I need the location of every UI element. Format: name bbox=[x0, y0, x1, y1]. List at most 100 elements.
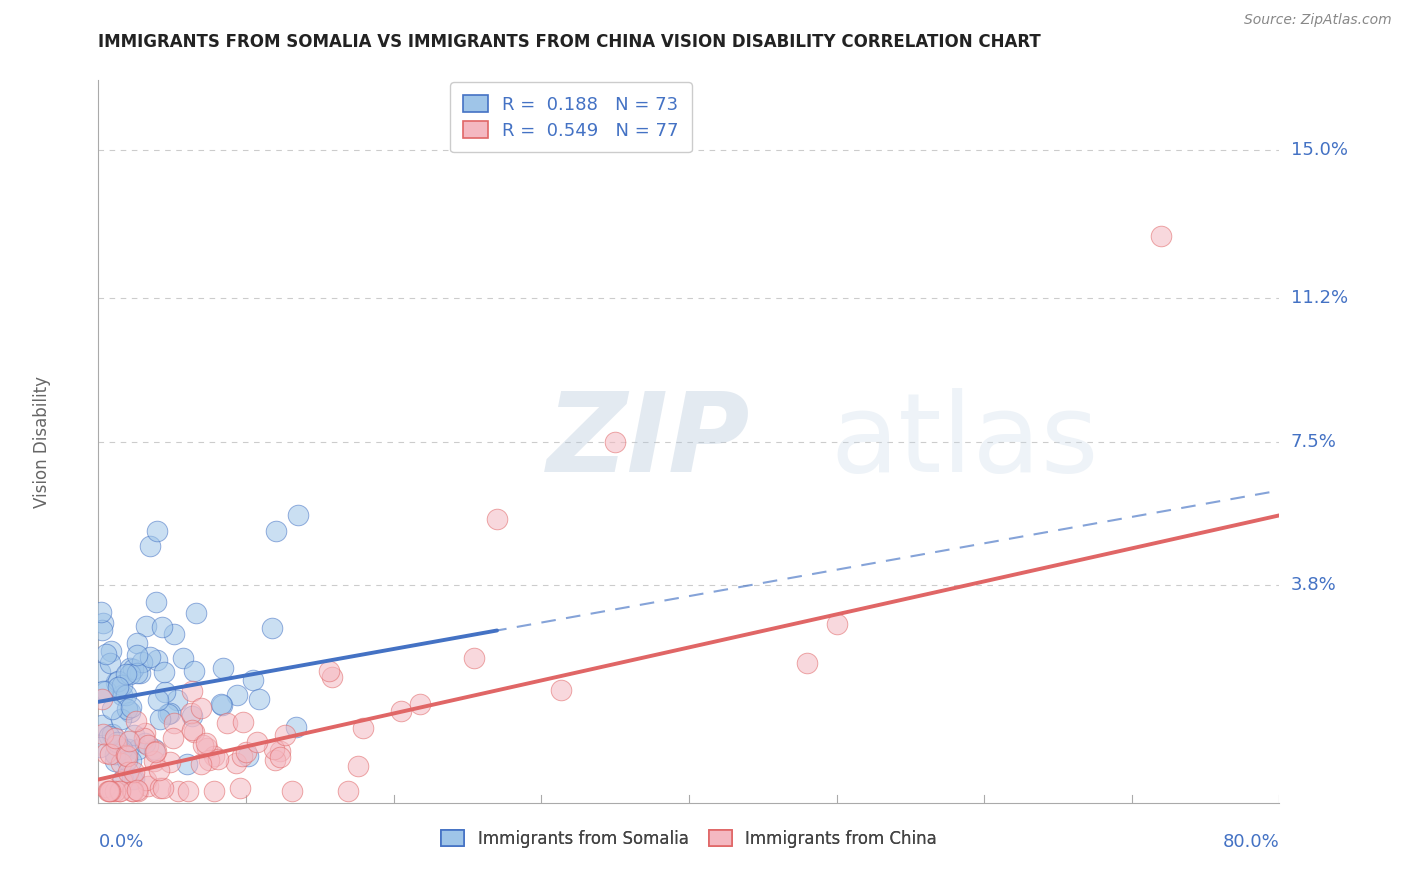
Point bbox=[143, 754, 166, 768]
Point bbox=[91, 718, 114, 732]
Point bbox=[143, 745, 166, 759]
Point bbox=[796, 656, 818, 670]
Point bbox=[177, 784, 200, 798]
Point bbox=[194, 736, 217, 750]
Point bbox=[97, 729, 120, 743]
Point bbox=[149, 780, 172, 795]
Point bbox=[122, 765, 145, 780]
Point bbox=[125, 648, 148, 662]
Text: Vision Disability: Vision Disability bbox=[32, 376, 51, 508]
Point bbox=[89, 740, 111, 755]
Point bbox=[103, 754, 125, 768]
Text: Source: ZipAtlas.com: Source: ZipAtlas.com bbox=[1244, 13, 1392, 28]
Point bbox=[409, 697, 432, 711]
Point bbox=[148, 763, 170, 777]
Point bbox=[183, 724, 205, 739]
Text: 80.0%: 80.0% bbox=[1223, 833, 1279, 851]
Point bbox=[121, 772, 143, 787]
Legend: Immigrants from Somalia, Immigrants from China: Immigrants from Somalia, Immigrants from… bbox=[429, 818, 949, 860]
Point bbox=[605, 434, 627, 449]
Point bbox=[115, 688, 138, 702]
Point bbox=[107, 673, 129, 688]
Point bbox=[111, 742, 134, 756]
Point bbox=[122, 662, 145, 676]
Text: 11.2%: 11.2% bbox=[1291, 289, 1348, 307]
Point bbox=[117, 742, 139, 756]
Point bbox=[122, 784, 145, 798]
Text: 7.5%: 7.5% bbox=[1291, 433, 1337, 450]
Point bbox=[149, 712, 172, 726]
Point bbox=[163, 627, 186, 641]
Point bbox=[127, 784, 149, 798]
Point bbox=[118, 706, 141, 720]
Point bbox=[198, 753, 221, 767]
Point bbox=[98, 747, 121, 761]
Point bbox=[274, 728, 297, 742]
Point bbox=[191, 738, 214, 752]
Point bbox=[153, 685, 176, 699]
Point bbox=[195, 741, 218, 756]
Point bbox=[135, 619, 157, 633]
Point bbox=[104, 784, 127, 798]
Point bbox=[1150, 228, 1173, 243]
Point bbox=[232, 715, 254, 730]
Point bbox=[114, 747, 136, 762]
Point bbox=[153, 665, 176, 680]
Point bbox=[190, 701, 212, 715]
Point bbox=[134, 736, 156, 750]
Point bbox=[90, 691, 112, 706]
Text: atlas: atlas bbox=[831, 388, 1099, 495]
Point bbox=[139, 540, 162, 554]
Point bbox=[104, 731, 127, 745]
Point bbox=[166, 784, 188, 798]
Text: IMMIGRANTS FROM SOMALIA VS IMMIGRANTS FROM CHINA VISION DISABILITY CORRELATION C: IMMIGRANTS FROM SOMALIA VS IMMIGRANTS FR… bbox=[98, 33, 1042, 52]
Point bbox=[94, 780, 117, 794]
Point bbox=[104, 675, 127, 690]
Point bbox=[108, 784, 131, 798]
Point bbox=[235, 745, 257, 759]
Point bbox=[180, 706, 202, 721]
Point bbox=[181, 709, 204, 723]
Point bbox=[145, 595, 167, 609]
Text: 3.8%: 3.8% bbox=[1291, 576, 1336, 594]
Point bbox=[207, 752, 229, 766]
Point bbox=[352, 721, 374, 735]
Point bbox=[284, 720, 307, 734]
Point bbox=[101, 702, 124, 716]
Point bbox=[269, 750, 291, 764]
Point bbox=[125, 636, 148, 650]
Point bbox=[281, 784, 304, 798]
Point bbox=[110, 756, 132, 770]
Point bbox=[94, 684, 117, 698]
Point bbox=[150, 620, 173, 634]
Point bbox=[146, 653, 169, 667]
Point bbox=[115, 749, 138, 764]
Point bbox=[225, 688, 247, 702]
Point bbox=[181, 684, 204, 698]
Point bbox=[112, 772, 135, 787]
Point bbox=[120, 754, 142, 768]
Point bbox=[97, 784, 120, 798]
Point bbox=[142, 741, 165, 756]
Point bbox=[146, 692, 169, 706]
Point bbox=[98, 784, 121, 798]
Point bbox=[211, 661, 233, 675]
Point bbox=[124, 728, 146, 742]
Point bbox=[190, 756, 212, 771]
Point bbox=[90, 605, 112, 619]
Point bbox=[162, 731, 184, 746]
Point bbox=[172, 650, 194, 665]
Point bbox=[115, 753, 138, 767]
Point bbox=[118, 734, 141, 748]
Point bbox=[321, 670, 343, 684]
Point bbox=[111, 678, 134, 692]
Point bbox=[166, 692, 188, 706]
Point bbox=[115, 667, 138, 681]
Point bbox=[104, 747, 127, 761]
Point bbox=[159, 755, 181, 769]
Point bbox=[211, 698, 233, 713]
Point bbox=[157, 707, 180, 722]
Point bbox=[246, 734, 269, 748]
Point bbox=[389, 704, 412, 718]
Point bbox=[145, 744, 167, 758]
